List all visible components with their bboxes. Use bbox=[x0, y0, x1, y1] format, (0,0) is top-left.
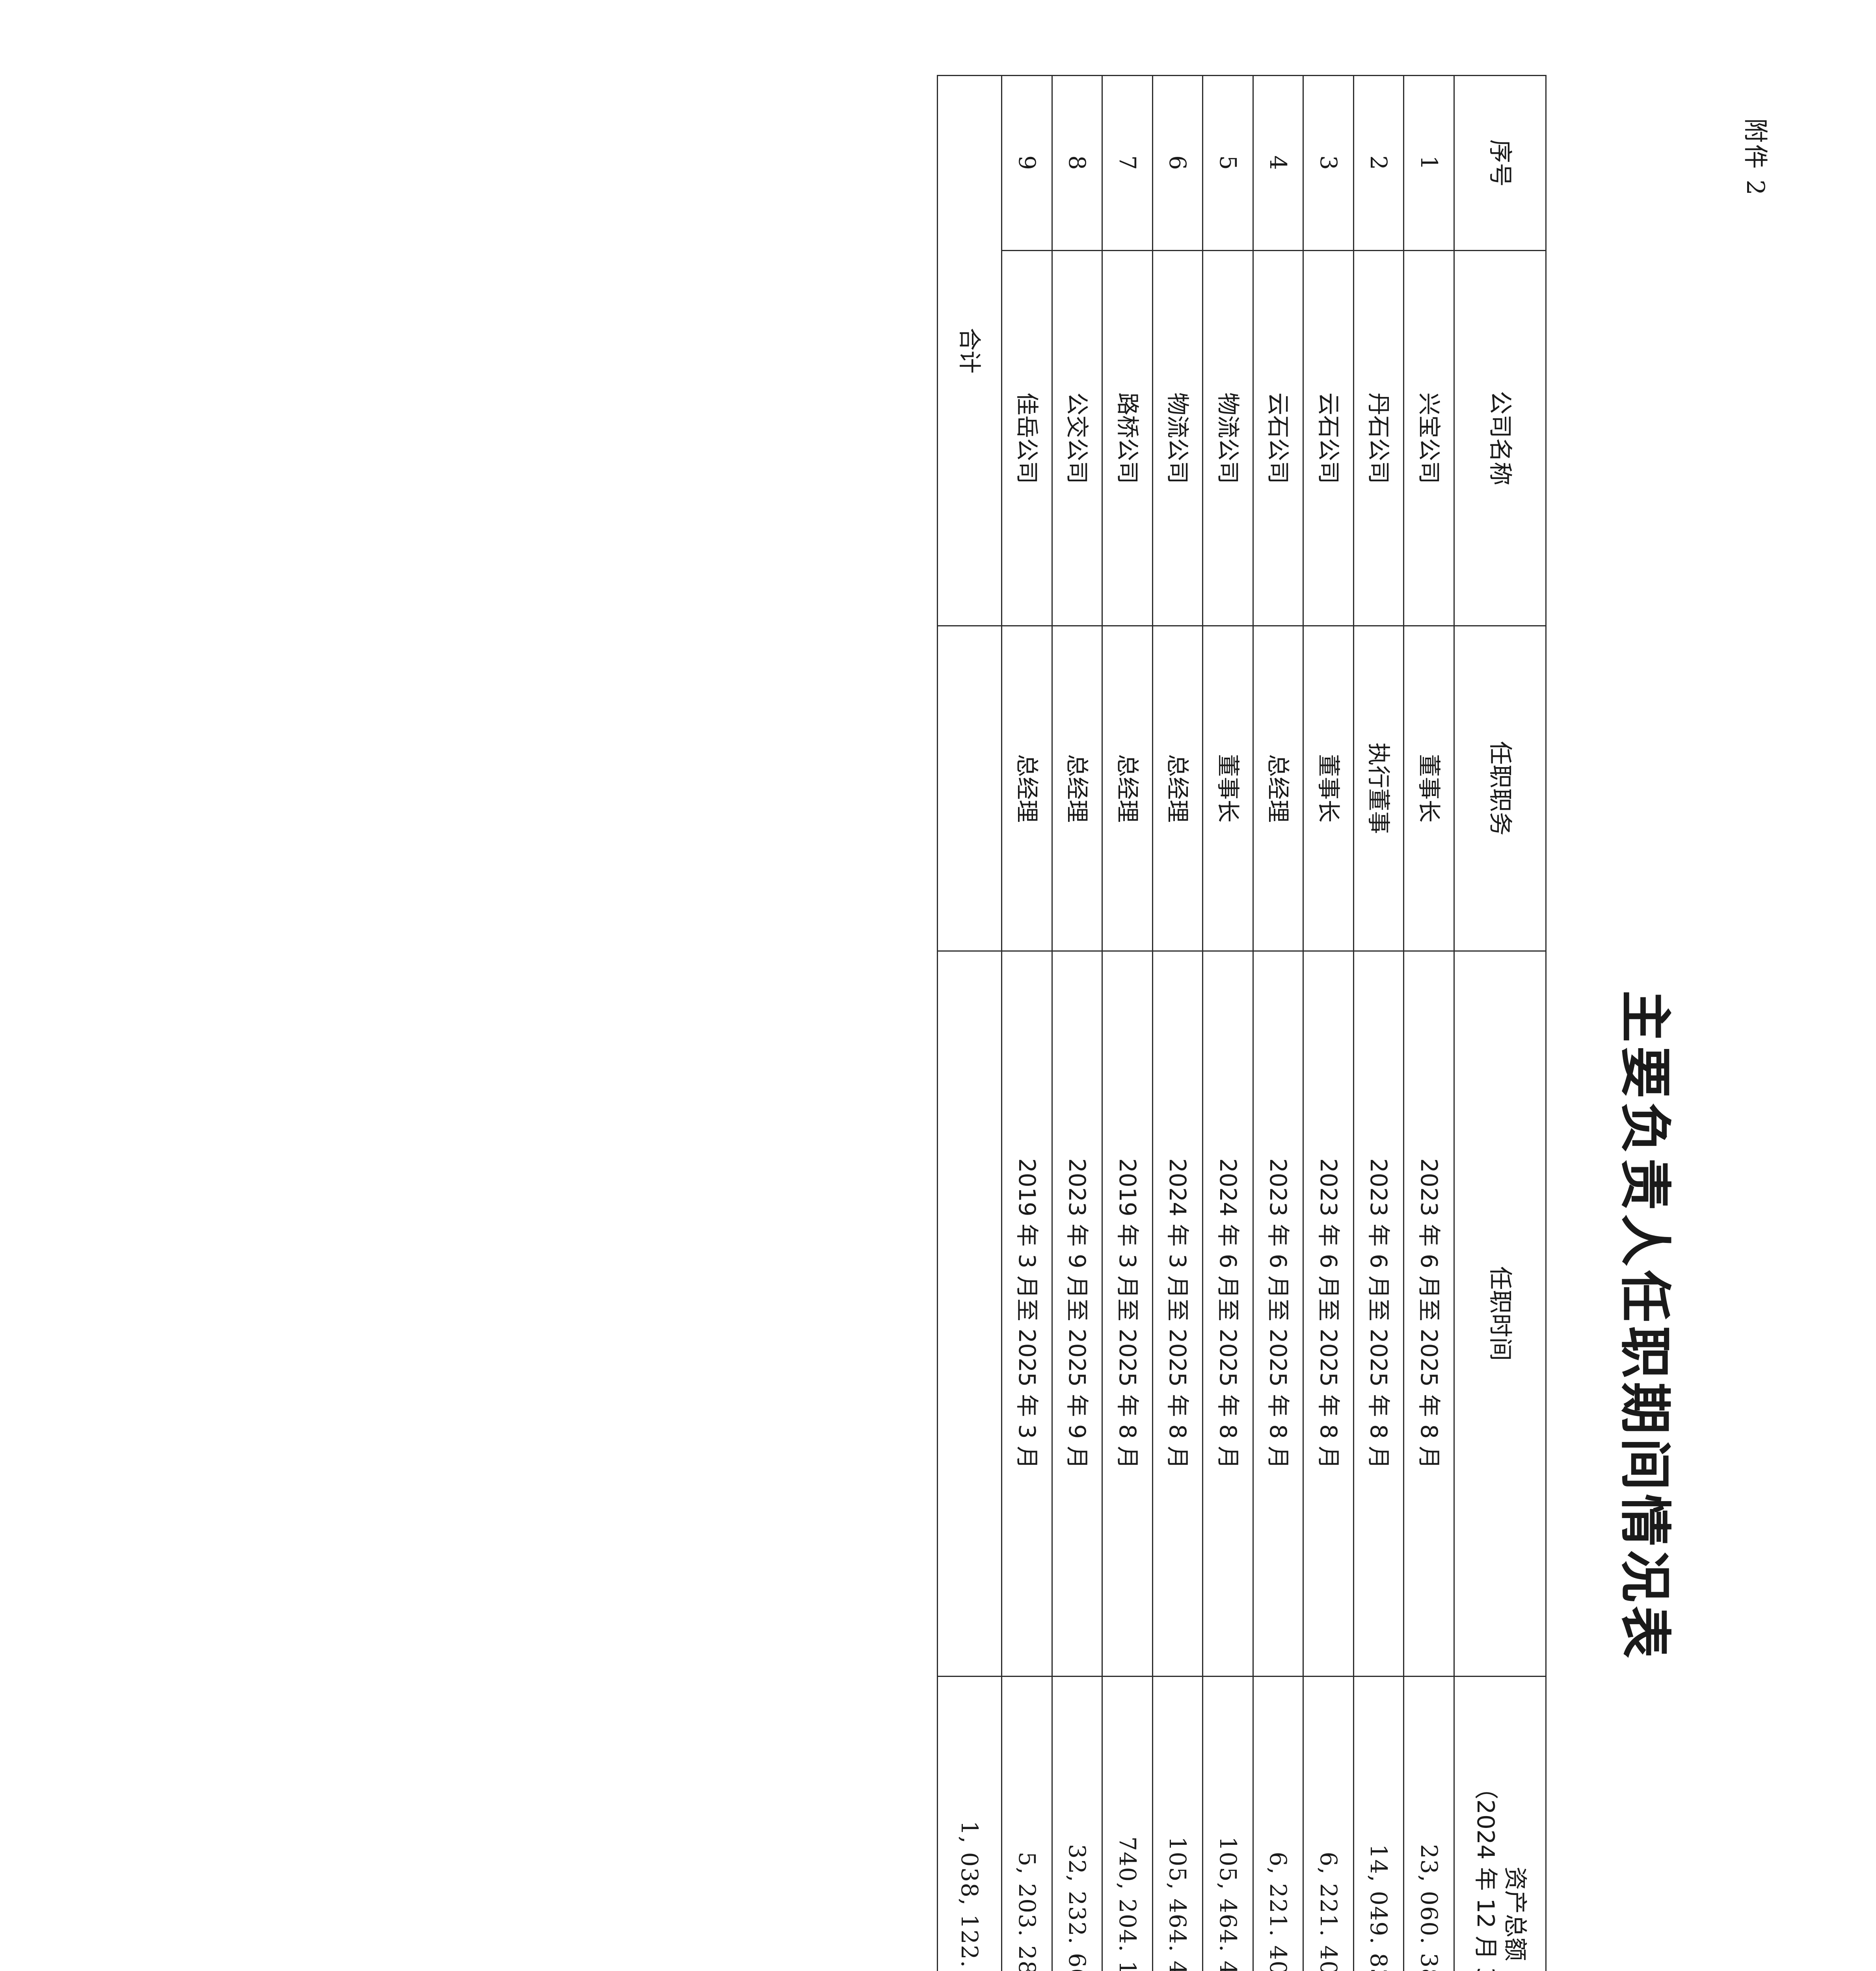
tenure-table: 序号 公司名称 任职职务 任职时间 资产总额 （2024 年 12 月 31 日… bbox=[937, 75, 1547, 1971]
table-row: 3 云石公司 董事长 2023 年 6 月至 2025 年 8 月 6, 221… bbox=[1303, 75, 1354, 1971]
cell-tenure: 2023 年 6 月至 2025 年 8 月 bbox=[1353, 951, 1404, 1677]
cell-index: 7 bbox=[1102, 75, 1153, 251]
cell-assets: 6, 221. 40 bbox=[1253, 1676, 1303, 1971]
cell-index: 1 bbox=[1404, 75, 1454, 251]
cell-company: 兴宝公司 bbox=[1404, 250, 1454, 626]
cell-index: 8 bbox=[1052, 75, 1102, 251]
cell-assets: 14, 049. 83 bbox=[1353, 1676, 1404, 1971]
total-blank-tenure bbox=[937, 951, 1002, 1677]
table-total-row: 合计 1, 038, 122. 01 188, 516. 72 bbox=[937, 75, 1002, 1971]
cell-index: 2 bbox=[1353, 75, 1404, 251]
cell-tenure: 2023 年 6 月至 2025 年 8 月 bbox=[1253, 951, 1303, 1677]
table-row: 1 兴宝公司 董事长 2023 年 6 月至 2025 年 8 月 23, 06… bbox=[1404, 75, 1454, 1971]
cell-tenure: 2023 年 6 月至 2025 年 8 月 bbox=[1303, 951, 1354, 1677]
table-row: 6 物流公司 总经理 2024 年 3 月至 2025 年 8 月 105, 4… bbox=[1152, 75, 1203, 1971]
cell-company: 佳岳公司 bbox=[1002, 250, 1052, 626]
total-blank-position bbox=[937, 626, 1002, 951]
table-row: 5 物流公司 董事长 2024 年 6 月至 2025 年 8 月 105, 4… bbox=[1203, 75, 1253, 1971]
cell-assets: 23, 060. 38 bbox=[1404, 1676, 1454, 1971]
cell-tenure: 2024 年 3 月至 2025 年 8 月 bbox=[1152, 951, 1203, 1677]
cell-position: 总经理 bbox=[1152, 626, 1203, 951]
cell-index: 3 bbox=[1303, 75, 1354, 251]
column-header-position: 任职职务 bbox=[1454, 626, 1546, 951]
unit-note: 单位：人民币万元 bbox=[1555, 75, 1587, 1971]
cell-assets: 5, 203. 28 bbox=[1002, 1676, 1052, 1971]
table-row: 7 路桥公司 总经理 2019 年 3 月至 2025 年 8 月 740, 2… bbox=[1102, 75, 1153, 1971]
cell-position: 总经理 bbox=[1253, 626, 1303, 951]
cell-assets: 105, 464. 43 bbox=[1203, 1676, 1253, 1971]
cell-company: 物流公司 bbox=[1152, 250, 1203, 626]
cell-position: 董事长 bbox=[1404, 626, 1454, 951]
cell-tenure: 2023 年 6 月至 2025 年 8 月 bbox=[1404, 951, 1454, 1677]
cell-company: 云石公司 bbox=[1303, 250, 1354, 626]
column-header-index: 序号 bbox=[1454, 75, 1546, 251]
cell-assets: 6, 221. 40 bbox=[1303, 1676, 1354, 1971]
cell-index: 5 bbox=[1203, 75, 1253, 251]
cell-company: 路桥公司 bbox=[1102, 250, 1153, 626]
cell-tenure: 2024 年 6 月至 2025 年 8 月 bbox=[1203, 951, 1253, 1677]
cell-tenure: 2019 年 3 月至 2025 年 8 月 bbox=[1102, 951, 1153, 1677]
cell-company: 公交公司 bbox=[1052, 250, 1102, 626]
cell-position: 董事长 bbox=[1203, 626, 1253, 951]
column-header-assets-title: 资产总额 bbox=[1501, 1867, 1529, 1962]
total-label: 合计 bbox=[937, 75, 1002, 626]
cell-position: 总经理 bbox=[1052, 626, 1102, 951]
cell-position: 执行董事 bbox=[1353, 626, 1404, 951]
cell-company: 物流公司 bbox=[1203, 250, 1253, 626]
table-header-row: 序号 公司名称 任职职务 任职时间 资产总额 （2024 年 12 月 31 日… bbox=[1454, 75, 1546, 1971]
table-row: 4 云石公司 总经理 2023 年 6 月至 2025 年 8 月 6, 221… bbox=[1253, 75, 1303, 1971]
attachment-label: 附件 2 bbox=[1741, 118, 1770, 197]
table-row: 2 丹石公司 执行董事 2023 年 6 月至 2025 年 8 月 14, 0… bbox=[1353, 75, 1404, 1971]
cell-position: 董事长 bbox=[1303, 626, 1354, 951]
cell-tenure: 2019 年 3 月至 2025 年 3 月 bbox=[1002, 951, 1052, 1677]
cell-position: 总经理 bbox=[1002, 626, 1052, 951]
cell-company: 丹石公司 bbox=[1353, 250, 1404, 626]
cell-index: 4 bbox=[1253, 75, 1303, 251]
column-header-company: 公司名称 bbox=[1454, 250, 1546, 626]
cell-assets: 105, 464. 43 bbox=[1152, 1676, 1203, 1971]
cell-company: 云石公司 bbox=[1253, 250, 1303, 626]
total-assets: 1, 038, 122. 01 bbox=[937, 1676, 1002, 1971]
table-row: 8 公交公司 总经理 2023 年 9 月至 2025 年 9 月 32, 23… bbox=[1052, 75, 1102, 1971]
cell-index: 6 bbox=[1152, 75, 1203, 251]
cell-assets: 32, 232. 66 bbox=[1052, 1676, 1102, 1971]
column-header-tenure: 任职时间 bbox=[1454, 951, 1546, 1677]
cell-index: 9 bbox=[1002, 75, 1052, 251]
column-header-assets: 资产总额 （2024 年 12 月 31 日） bbox=[1454, 1676, 1546, 1971]
column-header-assets-period: （2024 年 12 月 31 日） bbox=[1472, 1775, 1499, 1971]
cell-assets: 740, 204. 19 bbox=[1102, 1676, 1153, 1971]
page-title: 主要负责人任职期间情况表 bbox=[1614, 990, 1675, 1662]
cell-position: 总经理 bbox=[1102, 626, 1153, 951]
cell-tenure: 2023 年 9 月至 2025 年 9 月 bbox=[1052, 951, 1102, 1677]
table-row: 9 佳岳公司 总经理 2019 年 3 月至 2025 年 3 月 5, 203… bbox=[1002, 75, 1052, 1971]
